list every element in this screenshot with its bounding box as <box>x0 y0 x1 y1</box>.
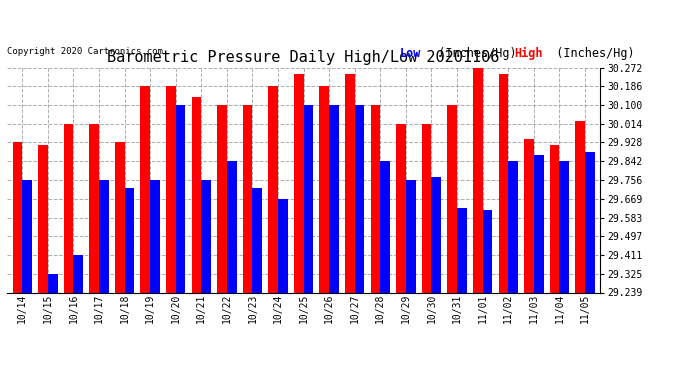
Bar <box>166 86 176 292</box>
Bar <box>509 161 518 292</box>
Bar <box>482 210 493 292</box>
Bar <box>431 177 441 292</box>
Bar <box>457 208 466 292</box>
Bar <box>406 180 415 292</box>
Bar <box>396 124 406 292</box>
Bar <box>422 124 431 292</box>
Bar <box>550 146 560 292</box>
Bar <box>140 86 150 292</box>
Bar <box>304 105 313 292</box>
Bar <box>115 142 125 292</box>
Bar <box>447 105 457 292</box>
Bar <box>380 161 390 292</box>
Bar <box>22 180 32 292</box>
Bar <box>585 152 595 292</box>
Text: High: High <box>514 47 542 60</box>
Bar <box>253 188 262 292</box>
Bar <box>473 68 482 292</box>
Bar <box>217 105 227 292</box>
Text: Low: Low <box>400 47 422 60</box>
Bar <box>99 180 109 292</box>
Text: Copyright 2020 Cartronics.com: Copyright 2020 Cartronics.com <box>7 47 163 56</box>
Bar <box>294 74 304 292</box>
Text: (Inches/Hg): (Inches/Hg) <box>542 47 634 60</box>
Bar <box>268 86 278 292</box>
Bar <box>498 74 509 292</box>
Bar <box>345 74 355 292</box>
Bar <box>12 142 22 292</box>
Bar <box>38 146 48 292</box>
Bar <box>73 255 83 292</box>
Bar <box>524 140 534 292</box>
Bar <box>278 199 288 292</box>
Bar <box>534 155 544 292</box>
Bar <box>575 121 585 292</box>
Bar <box>201 180 211 292</box>
Bar <box>355 105 364 292</box>
Bar <box>48 274 57 292</box>
Bar <box>192 98 201 292</box>
Bar <box>150 180 160 292</box>
Bar <box>560 161 569 292</box>
Bar <box>319 86 329 292</box>
Bar <box>371 105 380 292</box>
Bar <box>89 124 99 292</box>
Bar <box>125 188 135 292</box>
Bar <box>243 105 253 292</box>
Bar <box>176 105 186 292</box>
Bar <box>227 161 237 292</box>
Bar <box>329 105 339 292</box>
Text: (Inches/Hg): (Inches/Hg) <box>424 47 517 60</box>
Title: Barometric Pressure Daily High/Low 20201106: Barometric Pressure Daily High/Low 20201… <box>108 50 500 65</box>
Bar <box>63 124 73 292</box>
